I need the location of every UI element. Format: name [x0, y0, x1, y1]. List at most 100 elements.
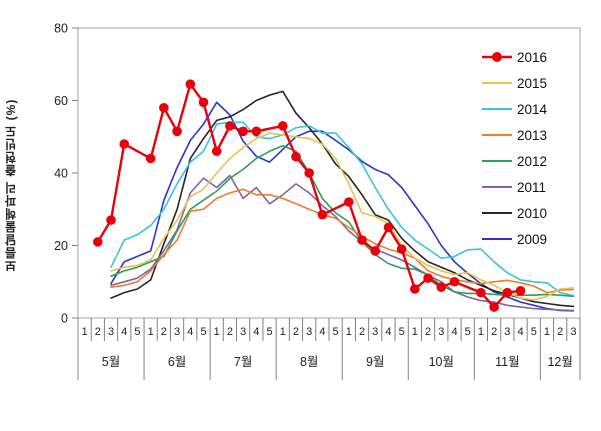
y-tick-label: 20: [54, 239, 68, 253]
x-week-label: 2: [293, 326, 299, 338]
x-week-label: 4: [385, 326, 391, 338]
series-marker-2016: [423, 273, 433, 283]
legend-label-2010: 2010: [517, 205, 548, 221]
series-marker-2016: [172, 126, 182, 137]
x-month-label: 5월: [102, 355, 120, 369]
series-marker-2016: [370, 246, 381, 256]
x-month-label: 11월: [495, 355, 519, 369]
x-week-label: 3: [306, 326, 312, 338]
x-month-label: 6월: [168, 355, 186, 369]
x-week-label: 5: [134, 326, 140, 338]
x-week-label: 3: [570, 326, 576, 338]
series-marker-2016: [317, 209, 328, 220]
legend-swatch-2011: [482, 186, 512, 188]
series-line-2012: [110, 145, 575, 298]
x-week-label: 4: [517, 326, 523, 338]
x-month-label: 8월: [300, 355, 318, 369]
series-marker-2016: [449, 276, 460, 287]
series-line-2013: [110, 188, 575, 294]
series-marker-2016: [106, 215, 116, 225]
series-marker-2016: [251, 126, 262, 137]
legend-label-2015: 2015: [517, 75, 548, 91]
series-marker-2016: [383, 222, 394, 233]
series-marker-2016: [211, 146, 222, 157]
legend-item-2010: 2010: [481, 200, 547, 226]
x-week-label: 2: [95, 326, 101, 338]
legend: 2016 2015 2014 2013 2012 2011 2010 2009: [481, 44, 547, 252]
legend-swatch-2012: [482, 160, 512, 162]
y-tick-label: 80: [54, 22, 68, 36]
series-marker-2016: [185, 79, 196, 89]
x-week-label: 1: [82, 326, 88, 338]
x-week-label: 4: [319, 326, 325, 338]
legend-swatch-2013: [482, 134, 512, 136]
series-marker-2016: [476, 287, 486, 298]
series-marker-2016: [291, 151, 301, 162]
legend-label-2016: 2016: [517, 49, 548, 65]
series-marker-2016: [159, 102, 169, 113]
x-month-label: 10월: [429, 355, 454, 369]
x-week-label: 1: [214, 326, 220, 338]
legend-item-2011: 2011: [481, 174, 547, 200]
series-marker-2016: [93, 237, 103, 247]
series-marker-2016: [410, 284, 420, 294]
series-line-2009: [110, 101, 575, 312]
x-week-label: 1: [412, 326, 418, 338]
x-week-label: 3: [240, 326, 246, 338]
series-marker-2016: [515, 286, 526, 296]
series-marker-2016: [489, 302, 499, 312]
x-week-label: 2: [491, 326, 497, 338]
x-week-label: 5: [266, 326, 272, 338]
x-week-label: 2: [425, 326, 431, 338]
legend-item-2012: 2012: [481, 148, 547, 174]
legend-swatch-2014: [482, 108, 512, 110]
series-marker-2016: [277, 121, 288, 131]
legend-item-2009: 2009: [481, 226, 547, 252]
legend-label-2012: 2012: [517, 153, 548, 169]
x-week-label: 1: [544, 326, 550, 338]
x-month-label: 9월: [366, 355, 384, 369]
series-marker-2016: [119, 139, 130, 149]
x-week-label: 4: [121, 326, 127, 338]
x-week-label: 2: [161, 326, 167, 338]
legend-item-2015: 2015: [481, 70, 547, 96]
x-week-label: 2: [359, 326, 365, 338]
x-week-label: 5: [333, 326, 339, 338]
legend-item-2014: 2014: [481, 96, 547, 122]
y-tick-label: 60: [54, 94, 68, 108]
legend-swatch-2015: [482, 82, 512, 84]
legend-swatch-2016: [482, 52, 512, 62]
series-line-2014: [110, 121, 575, 297]
x-week-label: 3: [504, 326, 510, 338]
series-marker-2016: [502, 287, 513, 298]
x-week-label: 5: [399, 326, 405, 338]
x-week-label: 1: [280, 326, 286, 338]
y-tick-label: 0: [61, 312, 68, 326]
x-week-label: 3: [108, 326, 114, 338]
x-week-label: 5: [465, 326, 471, 338]
x-week-label: 4: [451, 326, 457, 338]
series-marker-2016: [357, 235, 367, 245]
series-line-2015: [110, 132, 575, 301]
series-marker-2016: [396, 244, 407, 254]
legend-label-2011: 2011: [517, 179, 547, 195]
x-week-label: 5: [200, 326, 206, 338]
x-week-label: 4: [187, 326, 193, 338]
y-tick-label: 40: [54, 167, 68, 181]
legend-swatch-2010: [482, 212, 512, 214]
x-week-label: 1: [478, 326, 484, 338]
x-week-label: 2: [227, 326, 233, 338]
x-week-label: 1: [148, 326, 154, 338]
x-week-label: 1: [346, 326, 352, 338]
series-marker-2016: [225, 121, 235, 131]
legend-item-2016: 2016: [481, 44, 547, 70]
series-marker-2016: [145, 153, 156, 164]
x-week-label: 2: [557, 326, 563, 338]
x-week-label: 4: [253, 326, 259, 338]
legend-swatch-2009: [482, 238, 512, 240]
legend-label-2014: 2014: [517, 101, 548, 117]
series-marker-2016: [198, 97, 209, 108]
x-week-label: 3: [438, 326, 444, 338]
